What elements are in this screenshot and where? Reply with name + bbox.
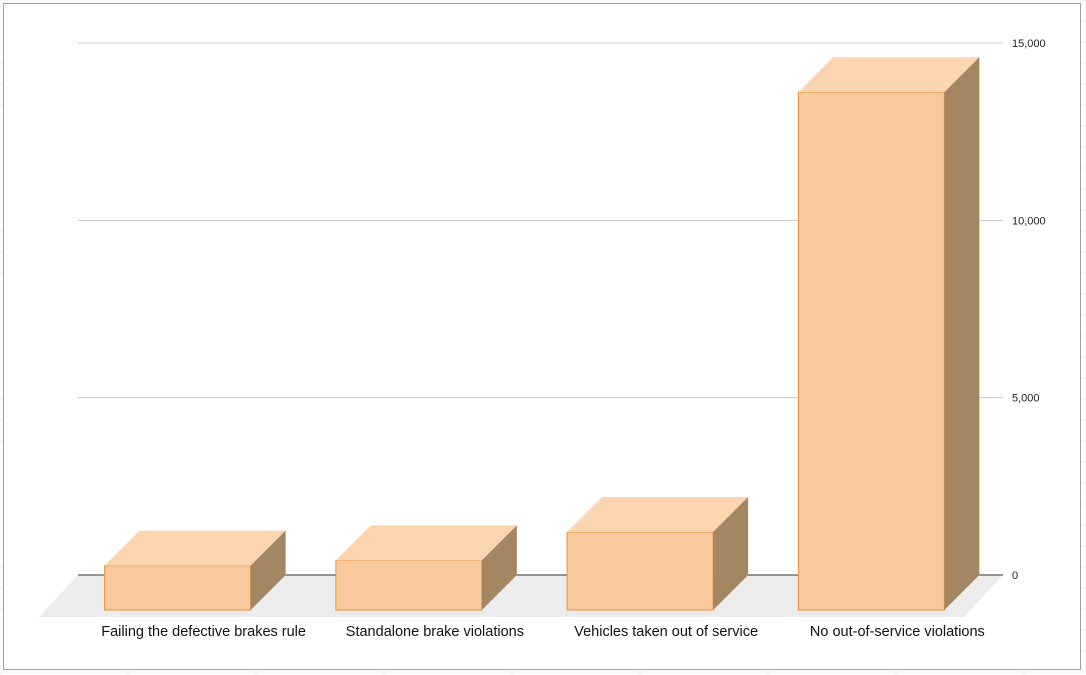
x-category-label: Failing the defective brakes rule: [101, 624, 306, 640]
bar-0: [104, 530, 286, 611]
bar-2: [566, 496, 749, 611]
bar-top: [335, 525, 517, 561]
chart-floor: [39, 575, 1003, 617]
bar-side: [713, 496, 749, 610]
bar-front: [104, 565, 252, 611]
bar-front: [797, 91, 945, 611]
x-category-label: Standalone brake violations: [346, 624, 524, 640]
chart-bars: [104, 57, 980, 611]
bar-3: [797, 57, 980, 611]
x-axis-category-labels: Failing the defective brakes rule Standal…: [101, 624, 985, 640]
bar-top: [567, 496, 749, 532]
x-category-label: No out-of-service violations: [810, 624, 985, 640]
bar-front: [335, 559, 483, 611]
y-tick-label: 15,000: [1012, 38, 1046, 50]
bar-1: [335, 525, 517, 611]
bar-top: [104, 530, 286, 566]
bar-front: [566, 531, 714, 611]
bar-side: [250, 530, 286, 610]
y-tick-label: 0: [1012, 570, 1018, 582]
bar-side: [481, 525, 517, 610]
floor-plane: [39, 575, 1003, 617]
y-axis-tick-labels: 0 5,000 10,000 15,000: [1012, 38, 1046, 582]
y-tick-label: 10,000: [1012, 215, 1046, 227]
x-category-label: Vehicles taken out of service: [574, 624, 758, 640]
bar-side: [944, 57, 980, 611]
bar-top: [798, 57, 980, 93]
y-tick-label: 5,000: [1012, 393, 1040, 405]
